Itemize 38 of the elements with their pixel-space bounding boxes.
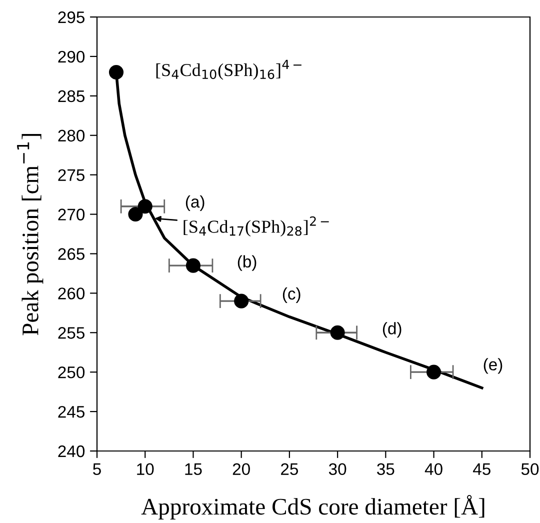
annotation: (d) — [382, 322, 402, 338]
y-tick-label: 255 — [58, 327, 84, 339]
point — [108, 64, 124, 80]
point — [128, 206, 143, 222]
annotation: [S$_{4}$Cd$_{10}$(SPh)$_{16}$]$^{4−}$ — [156, 60, 302, 80]
y-tick-label: 285 — [58, 90, 84, 102]
y-tick-label: 260 — [58, 288, 85, 300]
y-tick-label: 295 — [58, 11, 84, 24]
point — [138, 199, 152, 214]
x-tick-label: 35 — [377, 463, 394, 476]
x-tick-label: 40 — [424, 463, 442, 476]
point — [330, 325, 345, 340]
y-tick-label: 290 — [58, 50, 85, 63]
annotation: (a) — [186, 195, 204, 211]
y-tick-label: 265 — [58, 248, 84, 260]
point — [234, 294, 249, 308]
annotation: (c) — [282, 287, 300, 303]
x-tick-label: 15 — [185, 463, 202, 476]
annotation: (b) — [238, 255, 256, 271]
y-tick-label: 275 — [58, 169, 84, 182]
y-tick-label: 280 — [58, 130, 85, 142]
y-tick-label: 270 — [58, 208, 85, 220]
y-axis-title: Peak position [cm$^{−1}$] — [17, 134, 44, 336]
x-axis-title: Approximate CdS core diameter [Å] — [141, 495, 484, 520]
annotation: (e) — [484, 358, 502, 374]
point — [426, 364, 442, 380]
x-tick-label: 50 — [521, 463, 539, 476]
annotation: [S$_{4}$Cd$_{17}$(SPh)$_{28}$]$^{2−}$ — [184, 216, 329, 236]
point — [186, 258, 201, 273]
x-tick-label: 45 — [473, 463, 490, 476]
y-tick-label: 250 — [58, 366, 85, 378]
x-tick-label: 5 — [93, 463, 101, 476]
x-tick-label: 10 — [137, 463, 154, 476]
x-tick-label: 30 — [328, 463, 346, 476]
y-tick-label: 240 — [58, 445, 85, 458]
x-tick-label: 25 — [281, 463, 298, 476]
y-tick-label: 245 — [58, 406, 84, 418]
x-tick-label: 20 — [232, 463, 250, 476]
